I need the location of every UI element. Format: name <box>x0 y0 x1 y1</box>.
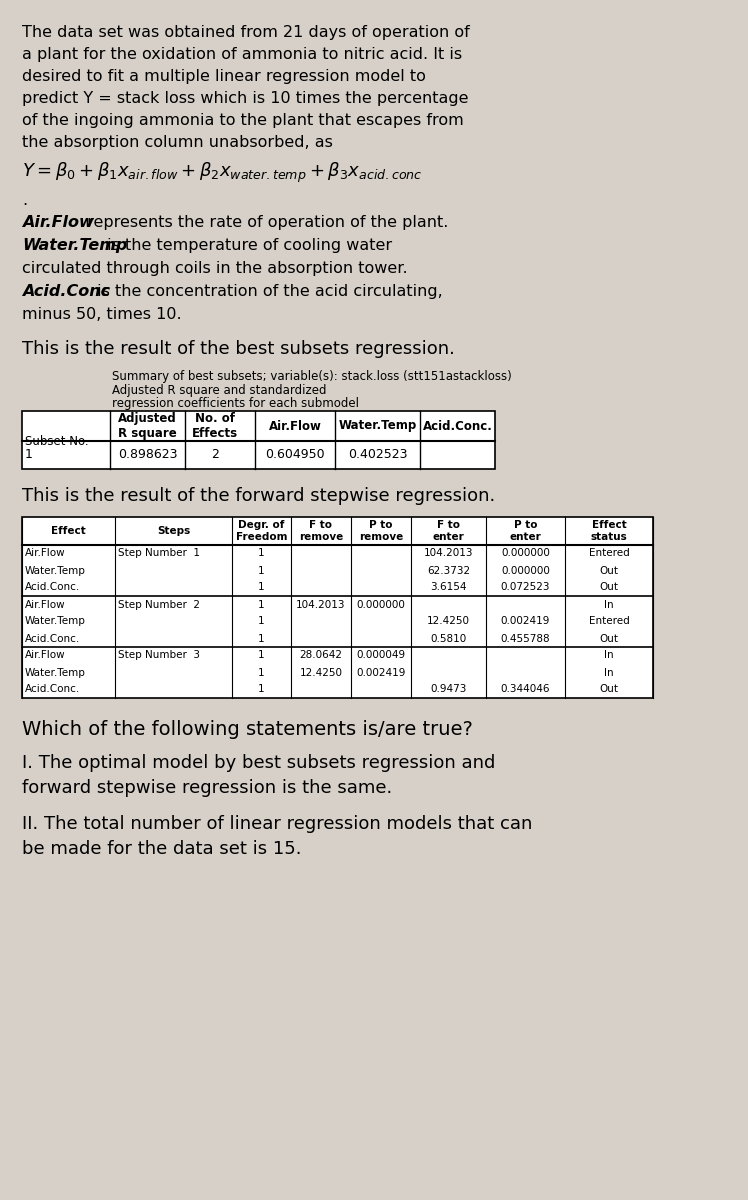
Text: circulated through coils in the absorption tower.: circulated through coils in the absorpti… <box>22 260 408 276</box>
Text: Out: Out <box>599 582 619 593</box>
Text: Effect
status: Effect status <box>591 521 628 541</box>
Bar <box>22 517 653 698</box>
Text: 0.072523: 0.072523 <box>500 582 551 593</box>
Text: Adjusted R square and standardized: Adjusted R square and standardized <box>112 384 326 397</box>
Text: The data set was obtained from 21 days of operation of: The data set was obtained from 21 days o… <box>22 25 470 40</box>
Text: Air.Flow: Air.Flow <box>25 548 66 558</box>
Bar <box>22 410 495 469</box>
Text: Water.Temp: Water.Temp <box>338 420 417 432</box>
Text: Effect: Effect <box>51 526 86 536</box>
Text: the absorption column unabsorbed, as: the absorption column unabsorbed, as <box>22 134 333 150</box>
Text: 1: 1 <box>258 582 265 593</box>
Text: Air.Flow: Air.Flow <box>25 650 66 660</box>
Text: 62.3732: 62.3732 <box>427 565 470 576</box>
Text: a plant for the oxidation of ammonia to nitric acid. It is: a plant for the oxidation of ammonia to … <box>22 47 462 62</box>
Text: Step Number  2: Step Number 2 <box>118 600 200 610</box>
Text: 1: 1 <box>258 548 265 558</box>
Text: Degr. of
Freedom: Degr. of Freedom <box>236 521 287 541</box>
Text: 1: 1 <box>258 684 265 695</box>
Text: of the ingoing ammonia to the plant that escapes from: of the ingoing ammonia to the plant that… <box>22 113 464 128</box>
Text: II. The total number of linear regression models that can: II. The total number of linear regressio… <box>22 815 533 833</box>
Text: F to
enter: F to enter <box>432 521 465 541</box>
Text: 1: 1 <box>258 600 265 610</box>
Text: desired to fit a multiple linear regression model to: desired to fit a multiple linear regress… <box>22 68 426 84</box>
Text: 3.6154: 3.6154 <box>430 582 467 593</box>
Text: 0.000000: 0.000000 <box>357 600 405 610</box>
Text: In: In <box>604 650 614 660</box>
Text: 1: 1 <box>258 565 265 576</box>
Text: Air.Flow: Air.Flow <box>269 420 322 432</box>
Text: 0.002419: 0.002419 <box>356 667 405 678</box>
Text: 12.4250: 12.4250 <box>299 667 343 678</box>
Text: 0.9473: 0.9473 <box>430 684 467 695</box>
Text: is the temperature of cooling water: is the temperature of cooling water <box>102 238 392 253</box>
Text: regression coefficients for each submodel: regression coefficients for each submode… <box>112 397 359 410</box>
Text: 0.344046: 0.344046 <box>500 684 551 695</box>
Text: Water.Temp: Water.Temp <box>25 565 86 576</box>
Text: 2: 2 <box>211 449 219 462</box>
Text: Out: Out <box>599 565 619 576</box>
Text: 1: 1 <box>258 634 265 643</box>
Text: Which of the following statements is/are true?: Which of the following statements is/are… <box>22 720 473 739</box>
Text: minus 50, times 10.: minus 50, times 10. <box>22 307 182 322</box>
Text: 0.898623: 0.898623 <box>117 449 177 462</box>
Text: 1: 1 <box>258 650 265 660</box>
Text: .: . <box>22 193 27 208</box>
Text: Water.Temp: Water.Temp <box>22 238 127 253</box>
Text: Summary of best subsets; variable(s): stack.loss (stt151astackloss): Summary of best subsets; variable(s): st… <box>112 370 512 383</box>
Text: 0.000000: 0.000000 <box>501 548 550 558</box>
Text: Acid.Conc.: Acid.Conc. <box>25 582 80 593</box>
Text: 0.002419: 0.002419 <box>501 617 551 626</box>
Text: Air.Flow: Air.Flow <box>22 215 94 230</box>
Text: Step Number  3: Step Number 3 <box>118 650 200 660</box>
Text: In: In <box>604 667 614 678</box>
Text: Subset No.: Subset No. <box>25 434 88 448</box>
Text: Entered: Entered <box>589 548 629 558</box>
Text: Acid.Conc.: Acid.Conc. <box>25 634 80 643</box>
Text: This is the result of the best subsets regression.: This is the result of the best subsets r… <box>22 340 455 358</box>
Text: represents the rate of operation of the plant.: represents the rate of operation of the … <box>82 215 448 230</box>
Text: 0.402523: 0.402523 <box>348 449 407 462</box>
Text: 0.455788: 0.455788 <box>500 634 551 643</box>
Text: 0.000049: 0.000049 <box>357 650 405 660</box>
Text: Water.Temp: Water.Temp <box>25 617 86 626</box>
Text: 0.604950: 0.604950 <box>266 449 325 462</box>
Text: Steps: Steps <box>157 526 190 536</box>
Text: Entered: Entered <box>589 617 629 626</box>
Text: I. The optimal model by best subsets regression and: I. The optimal model by best subsets reg… <box>22 754 495 772</box>
Text: Acid.Conc.: Acid.Conc. <box>25 684 80 695</box>
Text: P to
enter: P to enter <box>509 521 542 541</box>
Text: Out: Out <box>599 634 619 643</box>
Text: Acid.Conc: Acid.Conc <box>22 284 110 299</box>
Text: Adjusted
R square: Adjusted R square <box>118 412 177 440</box>
Text: 28.0642: 28.0642 <box>299 650 343 660</box>
Text: Step Number  1: Step Number 1 <box>118 548 200 558</box>
Text: 0.5810: 0.5810 <box>430 634 467 643</box>
Text: In: In <box>604 600 614 610</box>
Text: F to
remove: F to remove <box>299 521 343 541</box>
Text: 12.4250: 12.4250 <box>427 617 470 626</box>
Text: is the concentration of the acid circulating,: is the concentration of the acid circula… <box>92 284 443 299</box>
Text: $Y = \beta_0 + \beta_1 x_{air.flow} + \beta_2 x_{water.temp} + \beta_3 x_{acid.c: $Y = \beta_0 + \beta_1 x_{air.flow} + \b… <box>22 161 423 185</box>
Text: No. of
Effects: No. of Effects <box>192 412 238 440</box>
Text: Water.Temp: Water.Temp <box>25 667 86 678</box>
Text: 1: 1 <box>25 449 33 462</box>
Text: 0.000000: 0.000000 <box>501 565 550 576</box>
Text: 104.2013: 104.2013 <box>424 548 473 558</box>
Text: This is the result of the forward stepwise regression.: This is the result of the forward stepwi… <box>22 487 495 505</box>
Text: Acid.Conc.: Acid.Conc. <box>423 420 492 432</box>
Text: 1: 1 <box>258 617 265 626</box>
Text: predict Y = stack loss which is 10 times the percentage: predict Y = stack loss which is 10 times… <box>22 91 468 106</box>
Text: P to
remove: P to remove <box>359 521 403 541</box>
Text: 104.2013: 104.2013 <box>296 600 346 610</box>
Text: Out: Out <box>599 684 619 695</box>
Text: be made for the data set is 15.: be made for the data set is 15. <box>22 840 301 858</box>
Text: 1: 1 <box>258 667 265 678</box>
Text: Air.Flow: Air.Flow <box>25 600 66 610</box>
Text: forward stepwise regression is the same.: forward stepwise regression is the same. <box>22 779 392 797</box>
